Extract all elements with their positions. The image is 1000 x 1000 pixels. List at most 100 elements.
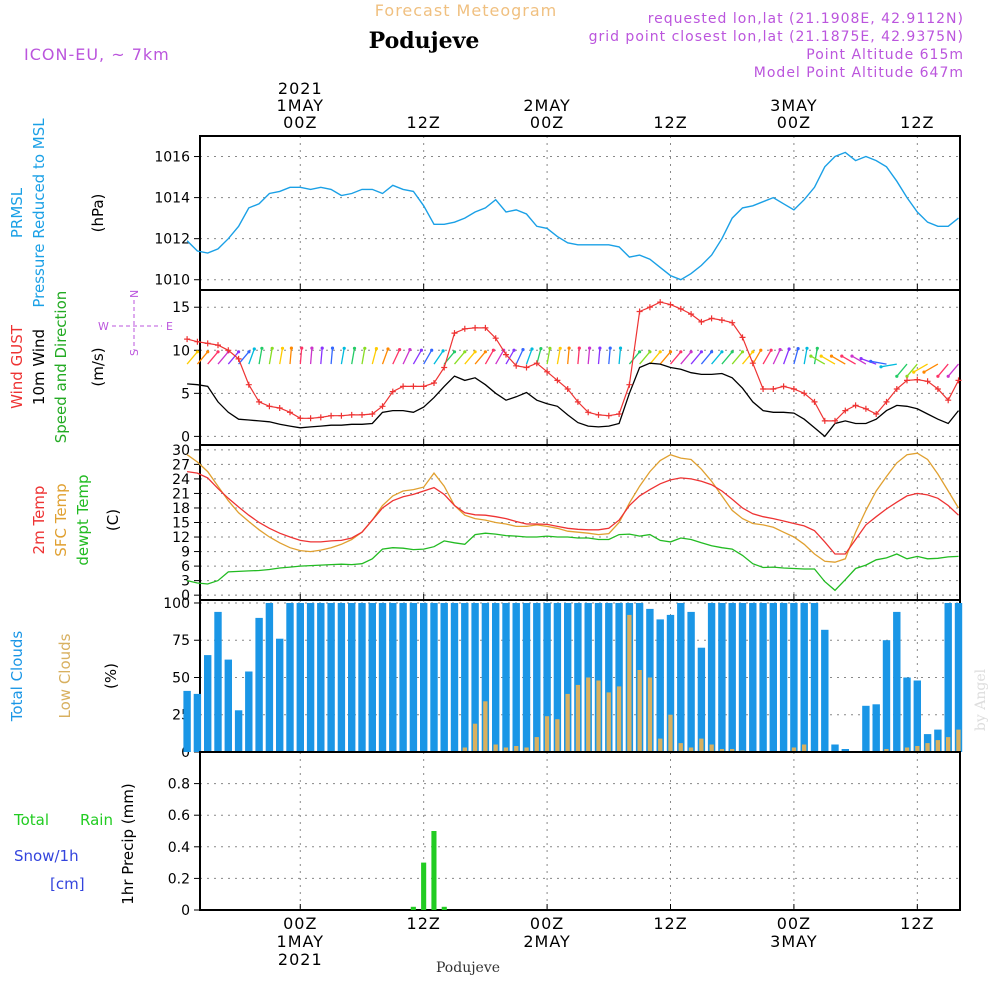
wind-gust-line bbox=[186, 301, 960, 422]
low-cloud-bar bbox=[802, 744, 807, 752]
clouds-unit: (%) bbox=[102, 663, 120, 689]
bottom-time-label: 12Z bbox=[900, 914, 934, 933]
y-tick-label: 30 bbox=[172, 443, 190, 459]
wind-direction-arrow bbox=[505, 349, 515, 365]
wind-direction-arrow bbox=[870, 360, 887, 365]
wind-gust-marker bbox=[626, 381, 633, 388]
precip-label-snow: Snow/1h bbox=[14, 847, 79, 865]
total-cloud-bar bbox=[306, 603, 315, 752]
wind-gust-marker bbox=[451, 330, 458, 337]
wind-gust-marker bbox=[780, 383, 787, 390]
wind-direction-arrow bbox=[330, 348, 334, 365]
wind-direction-arrow bbox=[680, 351, 692, 365]
low-cloud-bar bbox=[462, 747, 467, 752]
total-cloud-bar bbox=[903, 677, 911, 752]
wind-direction-arrowhead bbox=[206, 350, 210, 354]
rain-bar bbox=[441, 906, 447, 910]
wind-direction-arrow bbox=[248, 348, 255, 365]
total-cloud-bar bbox=[594, 603, 603, 752]
wind-direction-arrow bbox=[289, 348, 293, 365]
wind-direction-arrowhead bbox=[289, 346, 293, 350]
wind-direction-arrowhead bbox=[419, 348, 423, 352]
wind-direction-arrow bbox=[268, 348, 273, 365]
wind-speed-line bbox=[187, 362, 960, 438]
total-cloud-bar bbox=[481, 603, 490, 752]
wind-direction-arrow bbox=[947, 363, 959, 377]
wind-direction-arrowhead bbox=[936, 374, 940, 378]
wind-gust-marker bbox=[204, 340, 211, 347]
wind-direction-arrowhead bbox=[805, 346, 809, 350]
wind-direction-arrow bbox=[361, 348, 366, 365]
wind-gust-marker bbox=[934, 386, 941, 392]
bottom-time-label: 00Z bbox=[530, 914, 564, 933]
wind-direction-arrowhead bbox=[720, 350, 724, 354]
low-cloud-bar bbox=[688, 747, 694, 752]
compass-icon: W E N S bbox=[98, 290, 173, 356]
wind-direction-arrowhead bbox=[374, 347, 378, 351]
wind-direction-arrowhead bbox=[452, 350, 457, 354]
wind-gust-marker bbox=[832, 417, 838, 424]
wind-direction-arrowhead bbox=[300, 346, 304, 350]
total-cloud-bar bbox=[348, 603, 356, 752]
top-time-label: 00Z bbox=[530, 113, 564, 132]
wind-gust-marker bbox=[729, 319, 736, 326]
total-cloud-bar bbox=[522, 603, 531, 752]
bottom-time-label: 1MAY bbox=[277, 932, 324, 951]
wind-direction-arrowhead bbox=[310, 346, 314, 350]
panel-frame bbox=[199, 751, 961, 911]
bottom-time-label: 3MAY bbox=[770, 932, 817, 951]
total-cloud-bar bbox=[214, 611, 222, 752]
wind-gust-marker bbox=[472, 324, 479, 331]
wind-direction-arrowhead bbox=[386, 347, 390, 351]
bottom-time-label: 12Z bbox=[407, 914, 441, 933]
wind-direction-arrow bbox=[670, 351, 682, 365]
total-cloud-bar bbox=[553, 603, 562, 752]
low-cloud-bar bbox=[514, 746, 519, 752]
wind-direction-arrow bbox=[711, 351, 723, 365]
total-cloud-bar bbox=[492, 603, 500, 752]
wind-direction-arrow bbox=[639, 351, 651, 365]
wind-gust-marker bbox=[688, 311, 695, 318]
low-cloud-bar bbox=[483, 701, 488, 752]
top-time-label: 12Z bbox=[653, 113, 687, 132]
low-cloud-bar bbox=[956, 729, 961, 752]
total-cloud-bar bbox=[461, 603, 469, 752]
low-cloud-bar bbox=[534, 737, 539, 752]
low-cloud-bar bbox=[616, 686, 622, 752]
y-tick-label: 0 bbox=[181, 429, 190, 445]
bottom-time-label: 00Z bbox=[283, 914, 317, 933]
y-tick-label: 0.4 bbox=[168, 840, 190, 856]
rain-bar bbox=[410, 906, 416, 910]
wind-direction-arrow bbox=[320, 348, 323, 365]
wind-gust-marker bbox=[225, 347, 232, 354]
wind-direction-arrow bbox=[258, 348, 263, 365]
wind-side-label-direction: Speed and Direction bbox=[52, 291, 70, 444]
wind-direction-arrowhead bbox=[320, 346, 324, 350]
wind-gust-marker bbox=[801, 390, 808, 397]
low-cloud-bar bbox=[884, 749, 889, 752]
low-cloud-bar bbox=[627, 614, 632, 752]
total-cloud-bar bbox=[923, 734, 932, 752]
total-cloud-bar bbox=[564, 603, 572, 752]
wind-direction-arrow bbox=[279, 348, 284, 365]
wind-direction-arrow bbox=[860, 357, 877, 365]
panel-wind: 0 5 10 15 Wind GUST 10m Wind Speed and Directi… bbox=[8, 289, 962, 446]
low-cloud-bar bbox=[709, 744, 714, 752]
wind-direction-arrowhead bbox=[567, 346, 571, 350]
wind-gust-marker bbox=[328, 412, 335, 419]
wind-gust-marker bbox=[749, 360, 756, 367]
wind-direction-arrowhead bbox=[638, 350, 642, 354]
wind-direction-arrowhead bbox=[530, 347, 534, 351]
wind-gust-marker bbox=[215, 342, 221, 349]
wind-direction-arrowhead bbox=[869, 359, 873, 363]
wind-direction-arrow bbox=[402, 349, 411, 365]
precip-label-rain: Rain bbox=[80, 811, 113, 829]
total-cloud-bar bbox=[893, 611, 901, 752]
wind-direction-arrowhead bbox=[558, 346, 562, 350]
total-cloud-bar bbox=[327, 603, 335, 752]
low-cloud-bar bbox=[524, 747, 529, 752]
wind-direction-arrowhead bbox=[922, 370, 926, 374]
wind-direction-arrow bbox=[721, 351, 733, 365]
y-tick-label: 1016 bbox=[154, 150, 190, 166]
